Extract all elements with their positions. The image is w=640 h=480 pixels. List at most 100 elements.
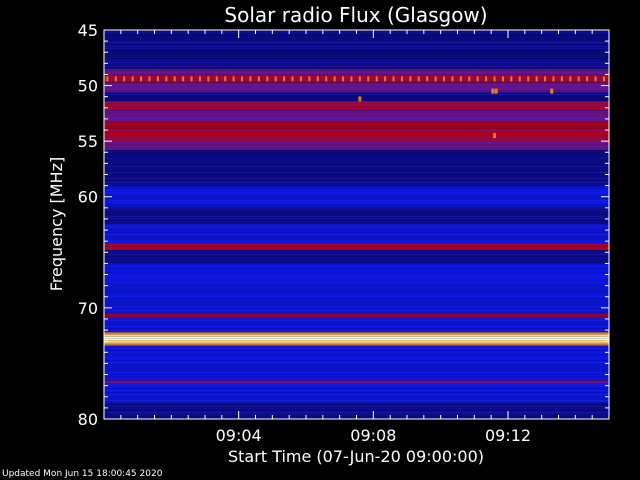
interference-pulse xyxy=(602,76,605,82)
intensity-band-22 xyxy=(104,336,609,341)
texture-line xyxy=(104,40,609,41)
interference-pulse xyxy=(535,76,538,82)
intensity-band-5 xyxy=(104,82,609,93)
interference-pulse xyxy=(140,76,143,82)
texture-line xyxy=(104,218,609,219)
texture-line xyxy=(104,34,609,35)
interference-pulse xyxy=(333,76,336,82)
texture-line xyxy=(104,326,609,327)
interference-pulse xyxy=(156,76,159,82)
texture-line xyxy=(104,272,609,273)
texture-line xyxy=(104,254,609,255)
texture-line xyxy=(104,256,609,257)
texture-line xyxy=(104,356,609,357)
texture-line xyxy=(104,340,609,341)
y-tick-label: 50 xyxy=(78,77,98,96)
texture-line xyxy=(104,216,609,217)
texture-line xyxy=(104,318,609,319)
y-axis-label: Frequency [MHz] xyxy=(47,157,66,291)
texture-line xyxy=(104,274,609,275)
texture-line xyxy=(104,58,609,59)
texture-line xyxy=(104,376,609,377)
texture-line xyxy=(104,180,609,181)
y-tick-label: 70 xyxy=(78,299,98,318)
intensity-band-1 xyxy=(104,35,609,53)
texture-line xyxy=(104,414,609,415)
texture-line xyxy=(104,102,609,103)
updated-timestamp: Updated Mon Jun 15 18:00:45 2020 xyxy=(2,469,163,479)
texture-line xyxy=(104,320,609,321)
texture-line xyxy=(104,346,609,347)
texture-line xyxy=(104,208,609,209)
texture-line xyxy=(104,240,609,241)
texture-line xyxy=(104,144,609,145)
interference-pulse xyxy=(148,76,151,82)
interference-pulse xyxy=(544,76,547,82)
texture-line xyxy=(104,348,609,349)
y-tick-label: 80 xyxy=(78,410,98,429)
interference-pulse xyxy=(443,76,446,82)
texture-line xyxy=(104,86,609,87)
texture-line xyxy=(104,228,609,229)
interference-pulse xyxy=(375,76,378,82)
interference-pulse xyxy=(308,76,311,82)
intensity-band-25 xyxy=(104,345,609,381)
interference-pulse xyxy=(131,76,134,82)
plot-area xyxy=(103,29,610,420)
texture-line xyxy=(104,100,609,101)
texture-line xyxy=(104,132,609,133)
y-tick-label: 55 xyxy=(78,132,98,151)
intensity-band-14 xyxy=(104,224,609,244)
texture-line xyxy=(104,194,609,195)
texture-line xyxy=(104,284,609,285)
texture-line xyxy=(104,362,609,363)
texture-line xyxy=(104,260,609,261)
texture-line xyxy=(104,182,609,183)
intensity-band-20 xyxy=(104,332,609,335)
interference-pulse xyxy=(291,76,294,82)
texture-line xyxy=(104,312,609,313)
texture-line xyxy=(104,352,609,353)
texture-line xyxy=(104,296,609,297)
texture-line xyxy=(104,368,609,369)
intensity-band-16 xyxy=(104,250,609,264)
texture-line xyxy=(104,118,609,119)
texture-line xyxy=(104,278,609,279)
texture-line xyxy=(104,142,609,143)
interference-pulse xyxy=(114,76,117,82)
texture-line xyxy=(104,328,609,329)
intensity-band-15 xyxy=(104,243,609,251)
intensity-band-4 xyxy=(104,75,609,83)
texture-line xyxy=(104,408,609,409)
intensity-band-9 xyxy=(104,121,609,142)
intensity-band-26 xyxy=(104,380,609,384)
texture-line xyxy=(104,264,609,265)
texture-line xyxy=(104,94,609,95)
texture-line xyxy=(104,336,609,337)
texture-line xyxy=(104,298,609,299)
interference-pulse xyxy=(299,76,302,82)
texture-line xyxy=(104,52,609,53)
interference-pulse xyxy=(358,76,361,82)
texture-line xyxy=(104,276,609,277)
bright-spots xyxy=(358,88,554,139)
intensity-band-17 xyxy=(104,263,609,314)
interference-pulse xyxy=(426,76,429,82)
texture-line xyxy=(104,154,609,155)
texture-line xyxy=(104,236,609,237)
x-tick-label: 09:04 xyxy=(216,426,262,445)
texture-line xyxy=(104,200,609,201)
interference-pulse xyxy=(476,76,479,82)
interference-pulse xyxy=(106,76,109,82)
texture-line xyxy=(104,136,609,137)
interference-pulse xyxy=(367,76,370,82)
texture-line xyxy=(104,204,609,205)
x-tick-label: 09:12 xyxy=(485,426,531,445)
intensity-band-7 xyxy=(104,101,609,111)
texture-line xyxy=(104,384,609,385)
texture-line xyxy=(104,258,609,259)
interference-pulse xyxy=(123,76,126,82)
y-tick-label: 45 xyxy=(78,21,98,40)
texture-line xyxy=(104,84,609,85)
